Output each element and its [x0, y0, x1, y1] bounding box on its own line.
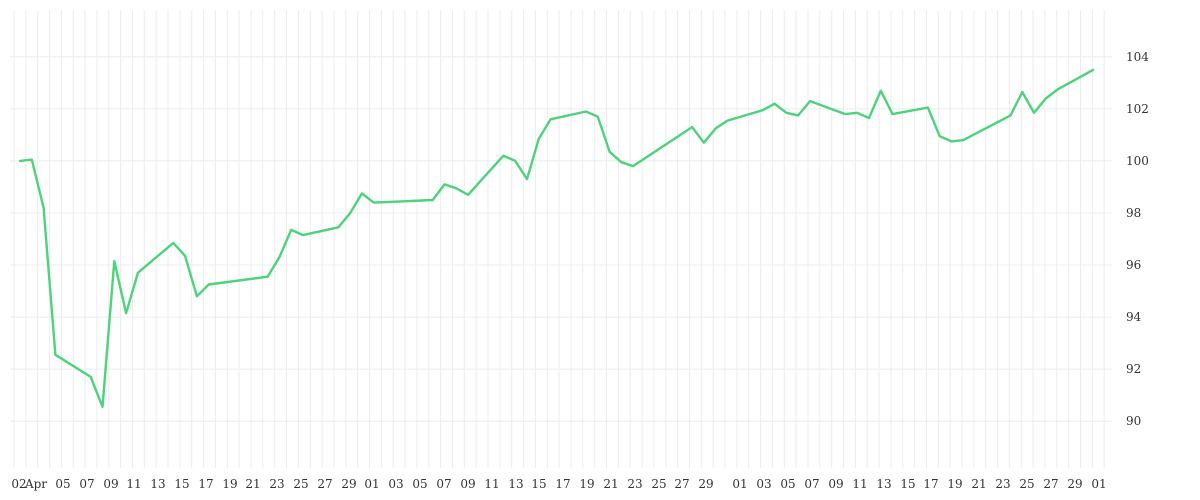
x-tick-label: 13 [876, 477, 891, 491]
x-tick-label: 09 [103, 477, 118, 491]
x-tick-label: 17 [555, 477, 570, 491]
x-tick-label: 07 [804, 477, 819, 491]
y-tick-label: 92 [1126, 362, 1141, 376]
x-tick-label: 09 [460, 477, 475, 491]
x-tick-label: 29 [1067, 477, 1082, 491]
x-tick-label: 23 [627, 477, 642, 491]
x-tick-label: 21 [971, 477, 986, 491]
x-tick-label: 15 [531, 477, 546, 491]
x-tick-label: 03 [756, 477, 771, 491]
y-tick-label: 100 [1126, 154, 1149, 168]
x-tick-label: 05 [780, 477, 795, 491]
y-tick-label: 104 [1126, 50, 1149, 64]
x-tick-label: 19 [947, 477, 962, 491]
x-tick-label: 27 [317, 477, 332, 491]
x-tick-label: 11 [484, 477, 499, 491]
x-tick-label: 05 [55, 477, 70, 491]
x-tick-label: 01 [732, 477, 747, 491]
x-tick-label: 21 [245, 477, 260, 491]
x-tick-label: 19 [579, 477, 594, 491]
x-tick-label: 17 [923, 477, 938, 491]
y-tick-label: 98 [1126, 206, 1141, 220]
x-tick-label: 27 [674, 477, 689, 491]
x-tick-label: 01 [1091, 477, 1106, 491]
x-tick-label: 15 [174, 477, 189, 491]
y-gridlines [10, 56, 1112, 422]
x-tick-label: 21 [603, 477, 618, 491]
x-tick-label: 23 [995, 477, 1010, 491]
x-tick-label: 07 [436, 477, 451, 491]
x-tick-label: Apr [24, 477, 47, 491]
x-tick-label: 15 [900, 477, 915, 491]
x-tick-label: 11 [126, 477, 141, 491]
x-tick-label: 02 [11, 477, 26, 491]
y-tick-label: 94 [1126, 310, 1142, 324]
x-tick-label: 23 [269, 477, 284, 491]
y-tick-label: 96 [1126, 258, 1141, 272]
x-tick-label: 29 [341, 477, 356, 491]
series-line [18, 68, 1095, 408]
x-tick-label: 13 [150, 477, 165, 491]
x-tick-label: 27 [1043, 477, 1058, 491]
x-tick-label: 11 [852, 477, 867, 491]
y-tick-label: 102 [1126, 102, 1149, 116]
x-tick-label: 07 [79, 477, 94, 491]
y-axis-tick-labels: 90 92 94 96 98 100 102 104 [1126, 50, 1149, 428]
x-tick-label: 05 [412, 477, 427, 491]
x-tick-label: 29 [698, 477, 713, 491]
x-gridlines [13, 10, 1105, 468]
x-tick-label: 25 [293, 477, 308, 491]
y-tick-label: 90 [1126, 414, 1141, 428]
x-tick-label: 09 [828, 477, 843, 491]
x-tick-label: 01 [364, 477, 379, 491]
x-tick-label: 19 [222, 477, 237, 491]
x-tick-label: 17 [198, 477, 213, 491]
x-tick-label: 25 [651, 477, 666, 491]
x-tick-label: 13 [508, 477, 523, 491]
x-tick-label: 03 [388, 477, 403, 491]
x-tick-label: 25 [1019, 477, 1034, 491]
